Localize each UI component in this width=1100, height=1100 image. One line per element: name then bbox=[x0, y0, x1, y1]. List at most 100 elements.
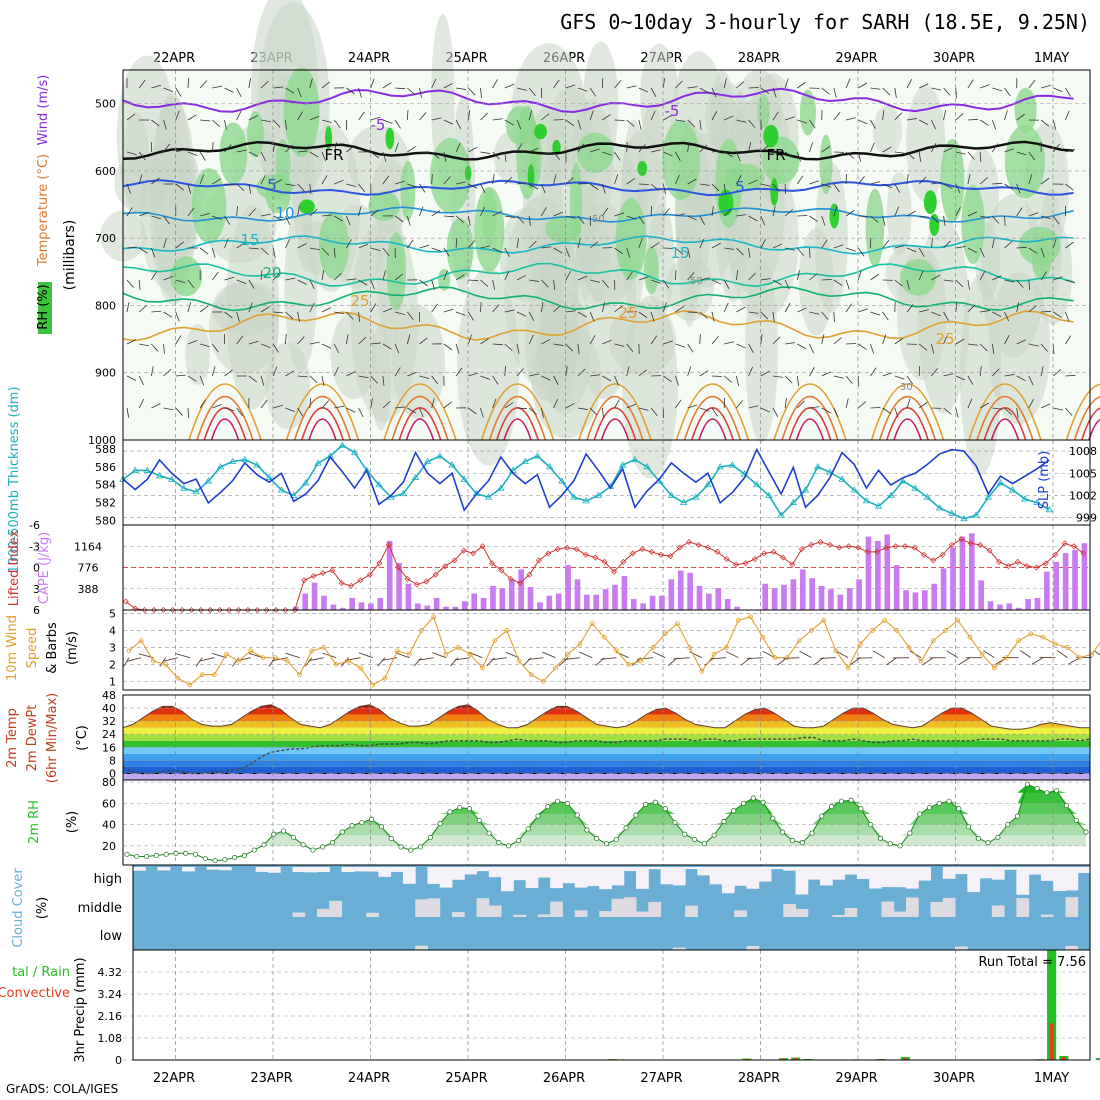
wind-speed-point bbox=[650, 645, 656, 650]
wind-barb bbox=[419, 337, 428, 345]
wind-barb bbox=[882, 146, 892, 153]
wind-barb bbox=[126, 151, 137, 156]
wind-barb bbox=[699, 119, 702, 130]
lifted-index-point bbox=[601, 558, 608, 565]
wind-barb bbox=[565, 271, 572, 281]
rh-contour-label: 50 bbox=[690, 276, 703, 287]
rh2m-point bbox=[985, 840, 991, 846]
wind-barb bbox=[358, 336, 367, 345]
cloud-high bbox=[304, 867, 318, 873]
cape-bar bbox=[818, 585, 825, 610]
wind-barb bbox=[480, 112, 488, 121]
rh2m-point bbox=[623, 825, 629, 831]
thickness-point bbox=[155, 472, 164, 479]
wind-barb bbox=[212, 85, 223, 89]
wind-barb bbox=[260, 247, 269, 255]
rh2m-point bbox=[369, 816, 375, 822]
wind-barb bbox=[516, 87, 527, 91]
wind-barb bbox=[492, 151, 500, 160]
wind-barb bbox=[943, 215, 946, 226]
wind-barb bbox=[1040, 403, 1051, 409]
cloud-high bbox=[574, 867, 588, 888]
wind-barb bbox=[370, 279, 375, 290]
wind-barb bbox=[797, 119, 807, 124]
wind-barb bbox=[711, 311, 715, 322]
isotherm-lobe bbox=[675, 383, 750, 441]
wind-barb bbox=[248, 208, 256, 217]
cloud-middle bbox=[513, 914, 527, 917]
wind-barb bbox=[236, 87, 242, 98]
wind-barb bbox=[870, 119, 876, 129]
wind-barb bbox=[370, 398, 373, 409]
wind-speed-point bbox=[297, 672, 303, 678]
wind-barb bbox=[565, 177, 574, 185]
cloud-high bbox=[979, 867, 993, 879]
precip-frame bbox=[132, 949, 1091, 1061]
cape-bar bbox=[724, 599, 731, 610]
wind-barb-10m bbox=[123, 657, 130, 667]
wind-barb bbox=[882, 311, 889, 321]
wind-barb bbox=[126, 207, 133, 217]
wind-barb bbox=[711, 242, 721, 249]
cape-bar bbox=[1072, 549, 1078, 610]
wind-barb bbox=[833, 111, 841, 121]
thickness-point bbox=[801, 486, 810, 493]
rh-shade-green bbox=[545, 215, 582, 243]
lifted-index-point bbox=[132, 605, 139, 612]
wind-barb bbox=[882, 110, 885, 121]
cape-bar bbox=[508, 579, 515, 610]
lifted-index-point bbox=[254, 607, 261, 613]
wind-barb bbox=[175, 335, 182, 345]
wind-barb bbox=[1053, 87, 1063, 93]
lifted-index-point bbox=[864, 548, 871, 555]
rh2m-point bbox=[1083, 829, 1089, 835]
wind-barb bbox=[711, 183, 720, 192]
wind-barb bbox=[406, 311, 414, 321]
wind-barb bbox=[906, 303, 914, 313]
wind-barb bbox=[833, 206, 838, 217]
wind-barb bbox=[723, 302, 729, 313]
wind-barb bbox=[577, 311, 587, 318]
wind-barb bbox=[1040, 247, 1045, 258]
wind-barb bbox=[382, 175, 390, 185]
wind-barb bbox=[163, 143, 170, 153]
wind-barb bbox=[443, 247, 450, 257]
wind-barb bbox=[967, 398, 973, 409]
wind-barb bbox=[1028, 343, 1039, 347]
wind-speed-point bbox=[565, 651, 571, 657]
isotherm-label: 5 bbox=[267, 176, 277, 194]
wind-barb-10m bbox=[468, 652, 483, 659]
isotherm-label: FR bbox=[766, 146, 785, 164]
isotherm-lobe bbox=[578, 383, 652, 441]
wind-barb bbox=[931, 215, 939, 224]
wind-barb bbox=[1052, 343, 1055, 355]
wind-barb bbox=[528, 87, 536, 97]
cloud-middle bbox=[905, 897, 919, 917]
cloud-middle bbox=[550, 901, 563, 917]
wind-barb bbox=[1028, 398, 1034, 409]
wind-barb bbox=[199, 305, 209, 313]
wind-barb bbox=[455, 119, 462, 130]
wind-barb-10m bbox=[308, 657, 325, 662]
wind-barb bbox=[382, 375, 385, 386]
cloud-high bbox=[991, 867, 1005, 880]
wind-barb bbox=[419, 112, 427, 121]
cloud-high bbox=[807, 867, 821, 880]
wind-barb bbox=[370, 116, 381, 121]
cape-bar bbox=[865, 536, 872, 610]
wind-barb bbox=[187, 78, 190, 89]
wind-barb bbox=[857, 151, 862, 162]
cloud-high bbox=[537, 867, 551, 878]
wind-barb bbox=[455, 311, 466, 316]
rh2m-point bbox=[173, 850, 179, 856]
wind-barb bbox=[516, 274, 527, 281]
wind-speed-point bbox=[345, 658, 351, 664]
lifted-index-tick: 6 bbox=[33, 604, 40, 617]
wind-barb-10m bbox=[413, 657, 422, 667]
wind-barb bbox=[1004, 334, 1010, 345]
rh2m-tick: 40 bbox=[102, 819, 116, 832]
cloud-high bbox=[157, 867, 171, 871]
wind-barb bbox=[236, 335, 244, 345]
date-label-bottom: 25APR bbox=[445, 1071, 487, 1086]
